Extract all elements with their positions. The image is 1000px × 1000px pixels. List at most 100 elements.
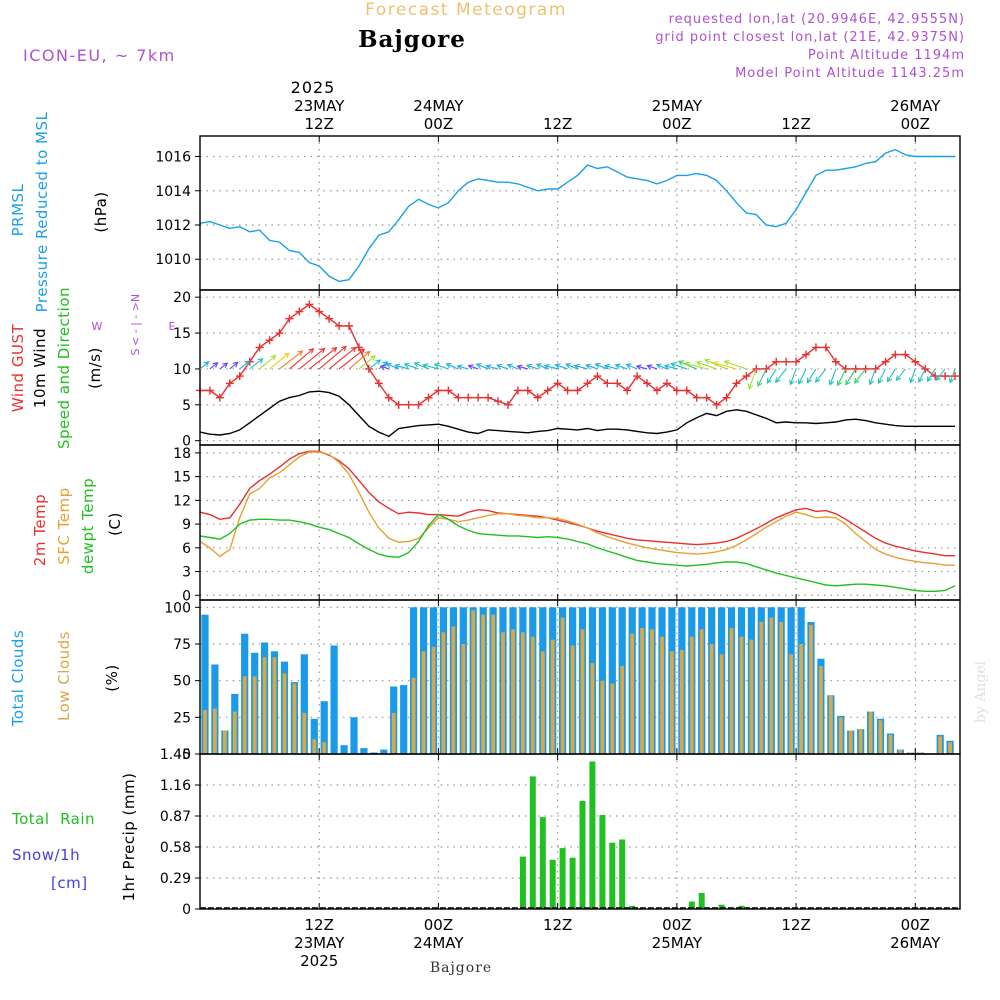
cloud-ylabel-low: Low Clouds	[55, 631, 73, 721]
cloud-bar-1-27	[471, 610, 476, 754]
wind-arrow-head-72	[909, 377, 915, 384]
cloud-bar-1-32	[521, 632, 525, 754]
top-hour-label-3: 00Z	[662, 115, 691, 133]
wind-gust-point-41	[603, 379, 612, 388]
wind-gust-point-7	[265, 336, 274, 345]
precip-ytick-label-4: 1.16	[160, 778, 191, 794]
wind-arrow-head-70	[886, 376, 893, 383]
cloud-bar-1-50	[699, 629, 704, 754]
wind-ytick-label-4: 20	[173, 290, 191, 306]
wind-arrow-head-34	[525, 363, 532, 370]
wind-arrow-10	[299, 348, 325, 370]
wind-arrow-head-27	[456, 364, 463, 370]
wind-arrow-head-31	[496, 363, 503, 370]
wind-arrow-5	[249, 358, 264, 370]
precip-bar-0-5	[569, 857, 576, 909]
cloud-bar-0-11	[310, 718, 318, 754]
cloud-bar-1-65	[848, 730, 853, 754]
wind-arrow-12	[318, 346, 347, 370]
cloud-bar-1-43	[630, 633, 635, 754]
temperature-series-2-line	[199, 513, 956, 592]
wind-arrow-head-26	[445, 362, 452, 369]
temperature-series-1-line	[199, 451, 955, 566]
cloud-bar-1-55	[749, 639, 754, 754]
wind-gust-point-50	[692, 393, 701, 402]
cloud-bar-1-47	[670, 651, 674, 754]
wind-gust-point-73	[921, 364, 930, 373]
wind-gust-point-22	[414, 400, 423, 409]
wind-arrow-11	[308, 347, 337, 370]
wind-arrow-head-41	[594, 362, 601, 369]
wind-gust-point-37	[563, 386, 572, 395]
wind-arrow-71	[896, 368, 906, 381]
wind-arrow-head-71	[895, 375, 902, 382]
wind-gust-point-12	[315, 307, 324, 316]
wind-arrow-head-58	[766, 377, 773, 384]
precip-bar-0-8	[599, 814, 606, 909]
wind-gust-point-33	[523, 386, 532, 395]
wind-arrow-head-8	[297, 350, 304, 356]
wind-arrow-66	[845, 368, 857, 386]
wind-arrow-59	[775, 368, 787, 383]
wind-gust-point-67	[861, 364, 870, 373]
wind-gust-point-27	[464, 393, 473, 402]
wind-arrow-3	[229, 361, 238, 370]
precip-bar-0-9	[609, 842, 616, 909]
precip-labels: Total Rain Snow/1h [cm] 1hr Precip (mm)	[11, 773, 138, 902]
direction-key-w: W	[92, 320, 103, 333]
wind-arrow-head-53	[704, 358, 711, 365]
wind-arrow-head-17	[375, 359, 382, 365]
wind-arrow-47	[656, 364, 668, 370]
wind-arrow-60	[789, 368, 797, 385]
cloud-bar-1-5	[252, 676, 257, 754]
wind-arrow-head-11	[331, 346, 338, 353]
wind-gust-point-39	[583, 379, 592, 388]
wind-ylabel-gust: Wind GUST	[9, 324, 27, 413]
precip-bar-0-10	[619, 839, 626, 909]
cloud-bar-1-2	[222, 730, 227, 754]
wind-arrow-head-42	[603, 363, 610, 370]
wind-ylabel-speed-dir: Speed and Direction	[55, 287, 73, 449]
cloud-panel: 0 25 50 75 100	[164, 599, 961, 763]
wind-arrow-75	[935, 368, 946, 381]
wind-arrow-head-23	[413, 361, 420, 368]
wind-arrow-head-37	[554, 363, 561, 369]
wind-arrow-54	[713, 362, 737, 370]
cloud-bar-1-45	[650, 629, 654, 754]
wind-gust-point-15	[345, 321, 354, 330]
wind-arrow-head-63	[815, 376, 821, 383]
wind-gust-point-72	[911, 357, 920, 366]
cloud-bar-1-46	[660, 636, 664, 754]
wind-gust-point-8	[275, 329, 284, 338]
cloud-bar-0-13	[330, 645, 338, 754]
wind-arrow-16	[358, 355, 376, 370]
wind-gust-point-68	[871, 364, 880, 373]
cloud-bar-1-66	[858, 729, 863, 754]
wind-gust-point-52	[712, 400, 721, 409]
wind-arrow-head-12	[341, 345, 347, 352]
wind-ytick-label-1: 5	[182, 398, 191, 414]
wind-arrow-head-52	[695, 360, 703, 367]
wind-arrow-17	[368, 359, 381, 370]
wind-arrow-head-62	[806, 377, 813, 384]
wind-arrow-head-46	[646, 364, 653, 370]
wind-arrow-45	[636, 365, 648, 370]
wind-arrow-28	[468, 365, 479, 370]
bottom-year-label-0: 2025	[300, 952, 338, 970]
cloud-bar-0-17	[370, 752, 378, 754]
temp-ylabel-unit: (C)	[106, 512, 124, 536]
wind-arrow-57	[757, 368, 767, 387]
wind-arrow-head-60	[789, 379, 795, 386]
cloud-bar-1-62	[819, 666, 823, 754]
cloud-bar-1-63	[829, 695, 833, 754]
cloud-bar-1-38	[580, 629, 585, 754]
bottom-hour-label-1: 00Z	[424, 916, 453, 934]
wind-arrow-35	[536, 363, 548, 370]
cloud-bar-1-40	[600, 680, 605, 754]
precip-bar-0-13	[688, 901, 695, 909]
wind-arrow-67	[854, 368, 867, 384]
wind-arrow-head-19	[379, 364, 386, 371]
wind-gust-point-32	[513, 386, 522, 395]
